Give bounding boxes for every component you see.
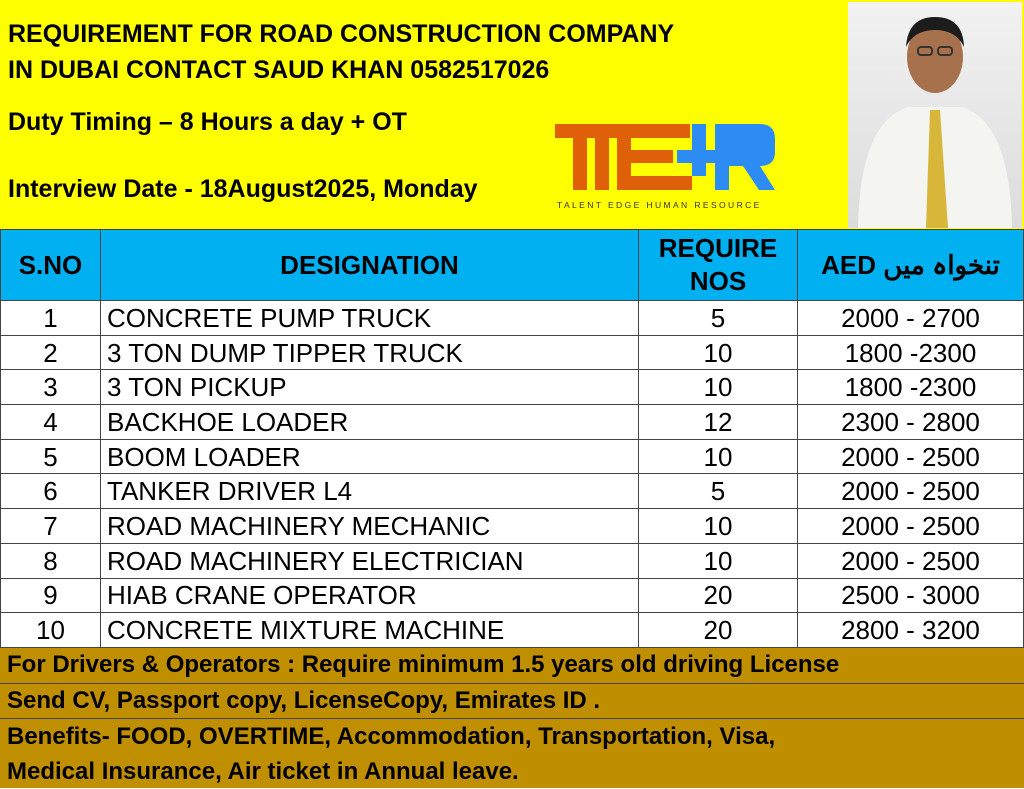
row-designation: ROAD MACHINERY MECHANIC bbox=[100, 508, 639, 544]
row-salary: 2000 - 2700 bbox=[797, 300, 1024, 336]
row-designation: BOOM LOADER bbox=[100, 438, 639, 475]
row-designation: 3 TON DUMP TIPPER TRUCK bbox=[100, 334, 639, 371]
headline-line2: IN DUBAI CONTACT SAUD KHAN 0582517026 bbox=[8, 56, 550, 84]
row-salary: 2500 - 3000 bbox=[797, 577, 1024, 614]
row-nos: 12 bbox=[638, 404, 798, 440]
jobs-table: S.NO DESIGNATION REQUIRE NOS AED تنخواہ م… bbox=[0, 229, 1024, 648]
table-row: 9 HIAB CRANE OPERATOR 20 2500 - 3000 bbox=[0, 577, 1024, 614]
row-sno: 8 bbox=[0, 542, 101, 579]
row-sno: 9 bbox=[0, 577, 101, 614]
row-salary: 1800 -2300 bbox=[797, 369, 1024, 406]
row-salary: 2300 - 2800 bbox=[797, 404, 1024, 440]
row-sno: 10 bbox=[0, 612, 101, 648]
row-nos: 10 bbox=[638, 438, 798, 475]
row-nos: 10 bbox=[638, 334, 798, 371]
col-designation: DESIGNATION bbox=[100, 229, 639, 301]
col-require-nos: REQUIRE NOS bbox=[638, 229, 798, 301]
row-sno: 1 bbox=[0, 300, 101, 336]
row-sno: 6 bbox=[0, 473, 101, 510]
row-sno: 5 bbox=[0, 438, 101, 475]
col-sno: S.NO bbox=[0, 229, 101, 301]
table-row: 1 CONCRETE PUMP TRUCK 5 2000 - 2700 bbox=[0, 300, 1024, 336]
row-designation: TANKER DRIVER L4 bbox=[100, 473, 639, 510]
table-row: 5 BOOM LOADER 10 2000 - 2500 bbox=[0, 438, 1024, 475]
tehr-logo: TALENT EDGE HUMAN RESOURCE bbox=[555, 124, 780, 214]
row-sno: 7 bbox=[0, 508, 101, 544]
header-banner: REQUIREMENT FOR ROAD CONSTRUCTION COMPAN… bbox=[0, 0, 1024, 229]
row-nos: 5 bbox=[638, 473, 798, 510]
row-designation: 3 TON PICKUP bbox=[100, 369, 639, 406]
row-nos: 5 bbox=[638, 300, 798, 336]
duty-timing: Duty Timing – 8 Hours a day + OT bbox=[8, 108, 407, 136]
row-nos: 20 bbox=[638, 577, 798, 614]
logo-tagline: TALENT EDGE HUMAN RESOURCE bbox=[557, 200, 762, 210]
headline-line1: REQUIREMENT FOR ROAD CONSTRUCTION COMPAN… bbox=[8, 20, 675, 48]
license-note: For Drivers & Operators : Require minimu… bbox=[0, 647, 1024, 682]
table-row: 10 CONCRETE MIXTURE MACHINE 20 2800 - 3200 bbox=[0, 612, 1024, 648]
row-designation: HIAB CRANE OPERATOR bbox=[100, 577, 639, 614]
table-row: 8 ROAD MACHINERY ELECTRICIAN 10 2000 - 2500 bbox=[0, 542, 1024, 579]
row-designation: BACKHOE LOADER bbox=[100, 404, 639, 440]
row-salary: 2000 - 2500 bbox=[797, 473, 1024, 510]
col-salary: AED تنخواہ میں bbox=[797, 229, 1024, 301]
row-nos: 10 bbox=[638, 369, 798, 406]
table-row: 4 BACKHOE LOADER 12 2300 - 2800 bbox=[0, 404, 1024, 440]
row-salary: 2800 - 3200 bbox=[797, 612, 1024, 648]
row-sno: 4 bbox=[0, 404, 101, 440]
row-nos: 20 bbox=[638, 612, 798, 648]
row-salary: 1800 -2300 bbox=[797, 334, 1024, 371]
documents-note: Send CV, Passport copy, LicenseCopy, Emi… bbox=[0, 683, 1024, 718]
row-salary: 2000 - 2500 bbox=[797, 508, 1024, 544]
row-sno: 2 bbox=[0, 334, 101, 371]
benefits-note: Benefits- FOOD, OVERTIME, Accommodation,… bbox=[0, 718, 1024, 789]
row-designation: CONCRETE MIXTURE MACHINE bbox=[100, 612, 639, 648]
interview-date: Interview Date - 18August2025, Monday bbox=[8, 175, 478, 203]
row-nos: 10 bbox=[638, 508, 798, 544]
table-row: 7 ROAD MACHINERY MECHANIC 10 2000 - 2500 bbox=[0, 508, 1024, 544]
table-row: 6 TANKER DRIVER L4 5 2000 - 2500 bbox=[0, 473, 1024, 510]
footer-notes: For Drivers & Operators : Require minimu… bbox=[0, 647, 1024, 788]
row-nos: 10 bbox=[638, 542, 798, 579]
row-salary: 2000 - 2500 bbox=[797, 438, 1024, 475]
row-sno: 3 bbox=[0, 369, 101, 406]
row-designation: CONCRETE PUMP TRUCK bbox=[100, 300, 639, 336]
contact-person-photo bbox=[848, 2, 1022, 228]
row-designation: ROAD MACHINERY ELECTRICIAN bbox=[100, 542, 639, 579]
row-salary: 2000 - 2500 bbox=[797, 542, 1024, 579]
